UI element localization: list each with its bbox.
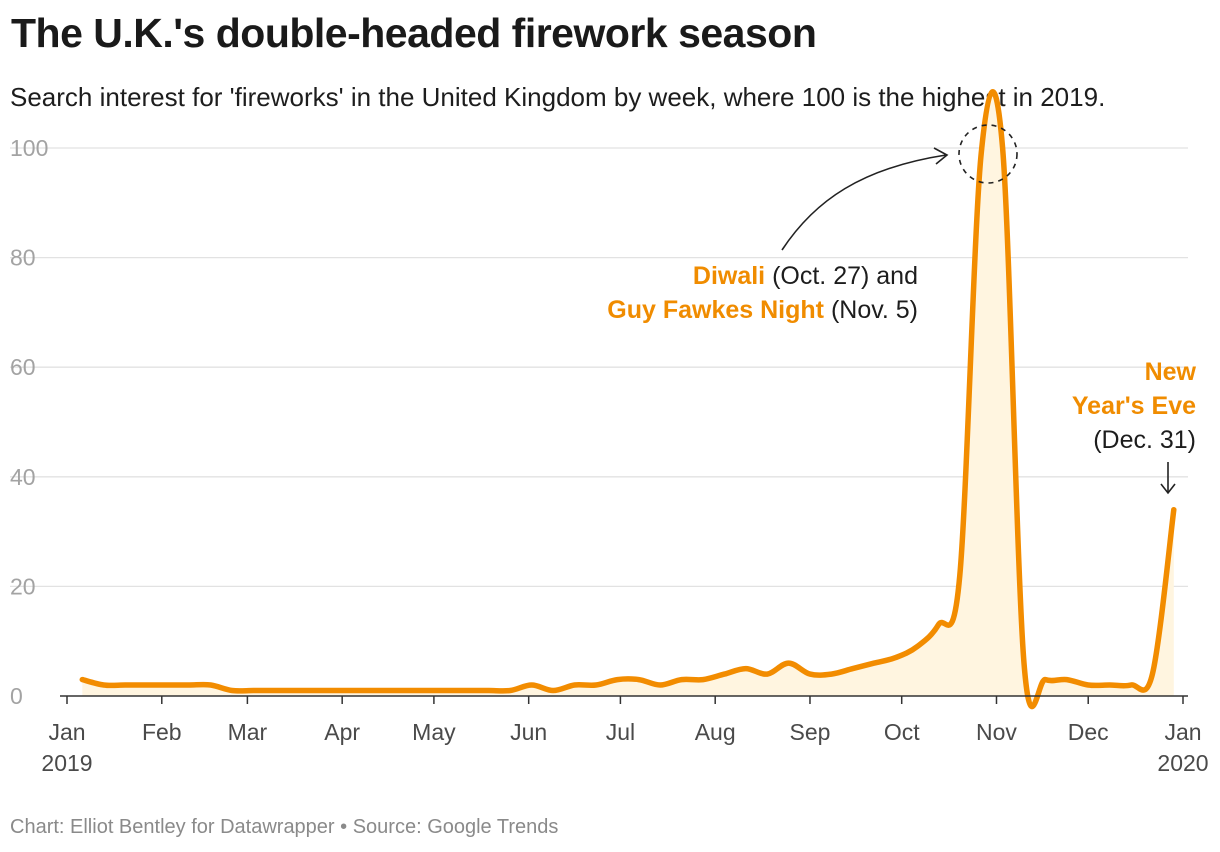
x-tick-label: Oct <box>884 719 920 745</box>
y-tick-label: 80 <box>10 245 36 271</box>
x-tick-sublabel: 2019 <box>41 750 92 776</box>
x-tick-label: Feb <box>142 719 182 745</box>
peak-annotation-line-0: Diwali (Oct. 27) and <box>693 262 918 290</box>
peak-annotation-highlight: Diwali <box>693 262 765 290</box>
series-area-fill <box>82 91 1174 707</box>
chart-credit: Chart: Elliot Bentley for Datawrapper • … <box>10 816 559 838</box>
x-tick-sublabel: 2020 <box>1157 750 1208 776</box>
peak-annotation-line-1: Guy Fawkes Night (Nov. 5) <box>607 296 918 324</box>
y-tick-label: 100 <box>10 135 48 161</box>
peak-callout-arrowhead <box>933 147 949 165</box>
x-axis: Jan 2019 Feb Mar Apr May Jun Jul Aug Sep Oct Nov Dec… <box>41 695 1209 776</box>
x-tick-label: Jan <box>48 719 85 745</box>
x-tick-label: Nov <box>976 719 1017 745</box>
x-tick-label: Jul <box>606 719 635 745</box>
series-line <box>79 89 1177 710</box>
peak-callout-arrow <box>781 154 947 251</box>
nye-annotation-line-0: New <box>1145 358 1197 386</box>
peak-annotation-text: (Nov. 5) <box>824 296 918 324</box>
y-tick-label: 0 <box>10 683 23 709</box>
x-tick-label: Dec <box>1068 719 1109 745</box>
nye-annotation-highlight: Year's Eve <box>1072 392 1196 420</box>
y-axis-ticks: 0 20 40 60 80 100 <box>10 135 48 709</box>
x-tick-label: Sep <box>790 719 831 745</box>
y-tick-label: 20 <box>10 573 36 599</box>
peak-highlight-circle <box>958 124 1018 184</box>
chart-subtitle: Search interest for 'fireworks' in the U… <box>10 82 1106 112</box>
nye-annotation-text: (Dec. 31) <box>1093 426 1196 454</box>
y-tick-label: 60 <box>10 354 36 380</box>
peak-annotation-highlight: Guy Fawkes Night <box>607 296 824 324</box>
annotations: Diwali (Oct. 27) and Guy Fawkes Night (No… <box>607 124 1197 495</box>
x-tick-label: Aug <box>695 719 736 745</box>
x-tick-label: Mar <box>228 719 268 745</box>
chart-title: The U.K.'s double-headed firework season <box>11 10 817 56</box>
x-tick-label: Apr <box>324 719 360 745</box>
nye-annotation-line-1: Year's Eve <box>1072 392 1196 420</box>
x-tick-label: Jan <box>1164 719 1201 745</box>
y-tick-label: 40 <box>10 464 36 490</box>
x-tick-label: May <box>412 719 456 745</box>
nye-annotation-line-2: (Dec. 31) <box>1093 426 1196 454</box>
nye-callout-arrowhead <box>1160 483 1176 495</box>
nye-annotation-highlight: New <box>1145 358 1197 386</box>
peak-annotation-text: (Oct. 27) and <box>765 262 918 290</box>
x-tick-label: Jun <box>510 719 547 745</box>
